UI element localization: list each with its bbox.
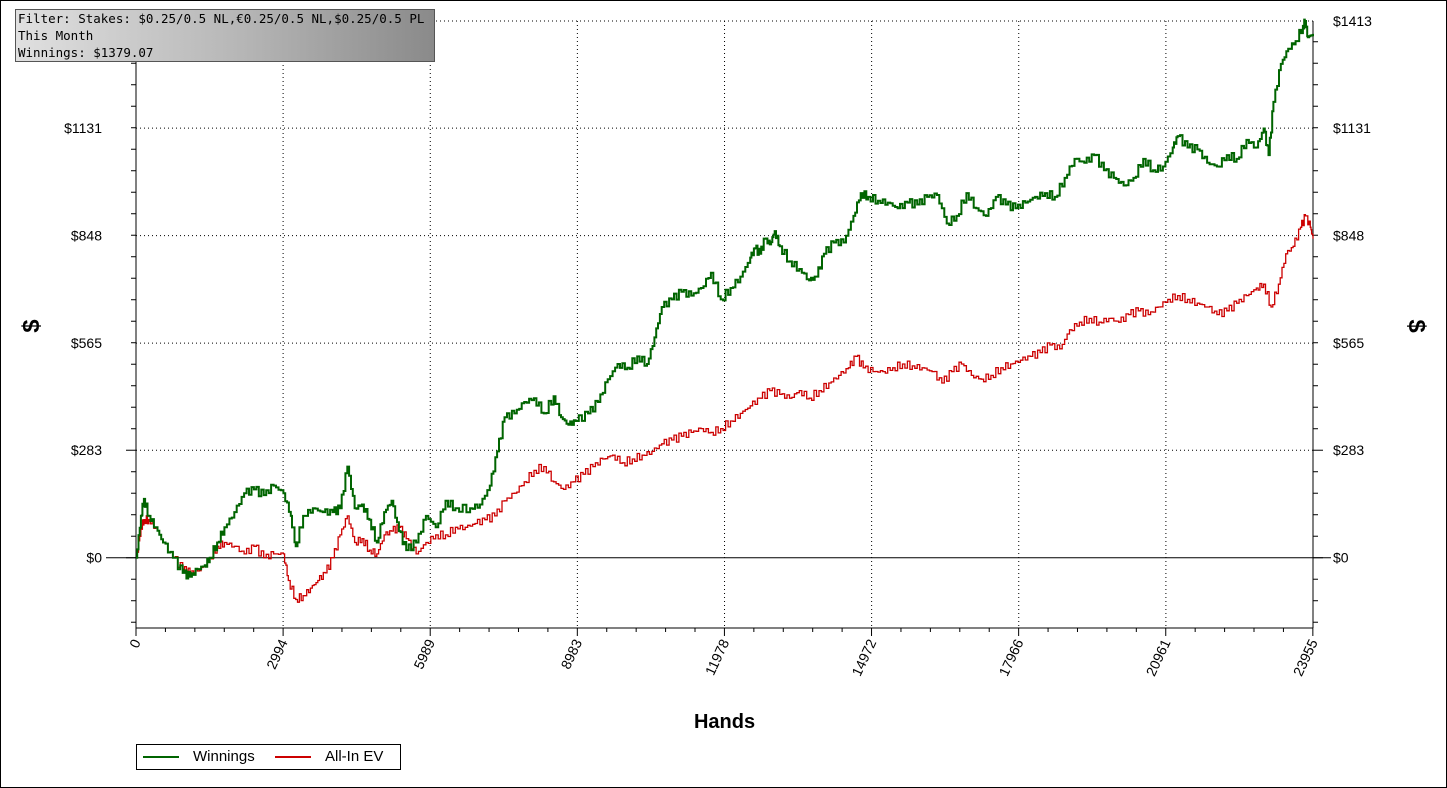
legend-label-winnings: Winnings <box>193 748 255 765</box>
chart-legend: Winnings All-In EV <box>136 744 401 770</box>
y-tick-label-right: $565 <box>1333 335 1364 351</box>
x-tick-label: 2994 <box>263 636 291 671</box>
x-tick-label: 17966 <box>996 636 1027 678</box>
legend-item-winnings[interactable]: Winnings <box>143 747 255 767</box>
y-tick-label-left: $848 <box>71 228 102 244</box>
y-tick-label-left: $1131 <box>64 120 102 136</box>
x-tick-label: 14972 <box>848 636 879 678</box>
y-tick-label-right: $0 <box>1333 550 1349 566</box>
y-tick-label-left: $0 <box>86 550 102 566</box>
winnings-text: Winnings: $1379.07 <box>18 45 154 60</box>
y-tick-label-right: $283 <box>1333 442 1364 458</box>
legend-item-allin-ev[interactable]: All-In EV <box>275 747 383 767</box>
x-axis-title: Hands <box>694 711 755 733</box>
filter-text: Filter: Stakes: $0.25/0.5 NL,€0.25/0.5 N… <box>18 11 425 26</box>
y-tick-label-right: $1413 <box>1333 13 1372 29</box>
x-tick-label: 20961 <box>1143 636 1174 678</box>
period-text: This Month <box>18 28 94 43</box>
legend-label-allin-ev: All-In EV <box>325 748 384 765</box>
y-tick-label-right: $848 <box>1333 228 1364 244</box>
y-axis-title-right: $ <box>1403 319 1430 333</box>
x-tick-label: 23955 <box>1290 636 1321 678</box>
x-tick-label: 5989 <box>410 636 438 671</box>
legend-swatch-winnings <box>143 756 179 759</box>
y-axis-title-left: $ <box>18 319 45 333</box>
x-tick-label: 0 <box>126 636 144 650</box>
x-tick-label: 8983 <box>557 636 585 671</box>
legend-swatch-allin-ev <box>275 756 311 759</box>
y-tick-label-left: $565 <box>71 335 102 351</box>
series-line-allin-ev <box>136 214 1314 603</box>
filter-info-box: Filter: Stakes: $0.25/0.5 NL,€0.25/0.5 N… <box>15 9 435 62</box>
x-tick-label: 11978 <box>702 636 733 677</box>
y-tick-label-left: $283 <box>71 442 102 458</box>
y-tick-label-right: $1131 <box>1333 120 1371 136</box>
series-line-winnings <box>136 18 1314 580</box>
